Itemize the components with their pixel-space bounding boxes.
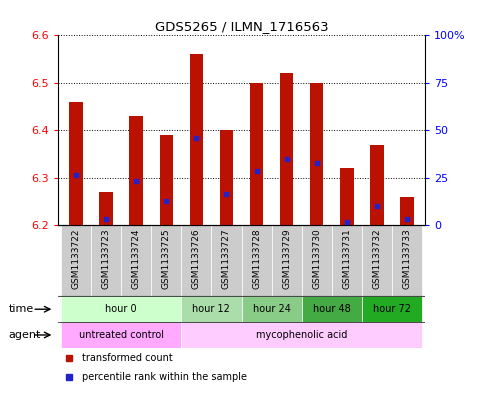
Bar [181,322,422,348]
Bar [370,145,384,225]
Bar [212,225,242,296]
Bar [242,296,302,322]
Bar [250,83,263,225]
Text: hour 48: hour 48 [313,304,351,314]
Bar [340,168,354,225]
Text: GSM1133725: GSM1133725 [162,229,171,289]
Bar [362,225,392,296]
Text: hour 0: hour 0 [105,304,137,314]
Text: GSM1133728: GSM1133728 [252,229,261,289]
Text: time: time [8,304,34,314]
Text: percentile rank within the sample: percentile rank within the sample [82,372,247,382]
Bar [61,296,181,322]
Bar [181,296,242,322]
Text: GSM1133732: GSM1133732 [372,229,382,289]
Bar [121,225,151,296]
Text: GSM1133723: GSM1133723 [101,229,111,289]
Text: GSM1133724: GSM1133724 [132,229,141,289]
Bar [400,197,414,225]
Bar [332,225,362,296]
Bar [190,54,203,225]
Text: hour 12: hour 12 [192,304,230,314]
Bar [159,135,173,225]
Text: GSM1133729: GSM1133729 [282,229,291,289]
Text: hour 72: hour 72 [373,304,411,314]
Bar [302,296,362,322]
Text: mycophenolic acid: mycophenolic acid [256,330,347,340]
Text: hour 24: hour 24 [253,304,291,314]
Bar [69,102,83,225]
Bar [302,225,332,296]
Bar [362,296,422,322]
Bar [310,83,324,225]
Text: GSM1133726: GSM1133726 [192,229,201,289]
Bar [99,192,113,225]
Bar [61,322,181,348]
Text: GSM1133730: GSM1133730 [312,229,321,290]
Text: transformed count: transformed count [82,353,172,363]
Text: GSM1133733: GSM1133733 [402,229,412,290]
Bar [271,225,302,296]
Text: GSM1133731: GSM1133731 [342,229,351,290]
Text: untreated control: untreated control [79,330,164,340]
Bar [91,225,121,296]
Bar [61,225,91,296]
Bar [392,225,422,296]
Text: agent: agent [8,330,41,340]
Title: GDS5265 / ILMN_1716563: GDS5265 / ILMN_1716563 [155,20,328,33]
Bar [181,225,212,296]
Text: GSM1133727: GSM1133727 [222,229,231,289]
Text: GSM1133722: GSM1133722 [71,229,81,289]
Bar [220,130,233,225]
Bar [280,73,293,225]
Bar [151,225,181,296]
Bar [242,225,271,296]
Bar [129,116,143,225]
